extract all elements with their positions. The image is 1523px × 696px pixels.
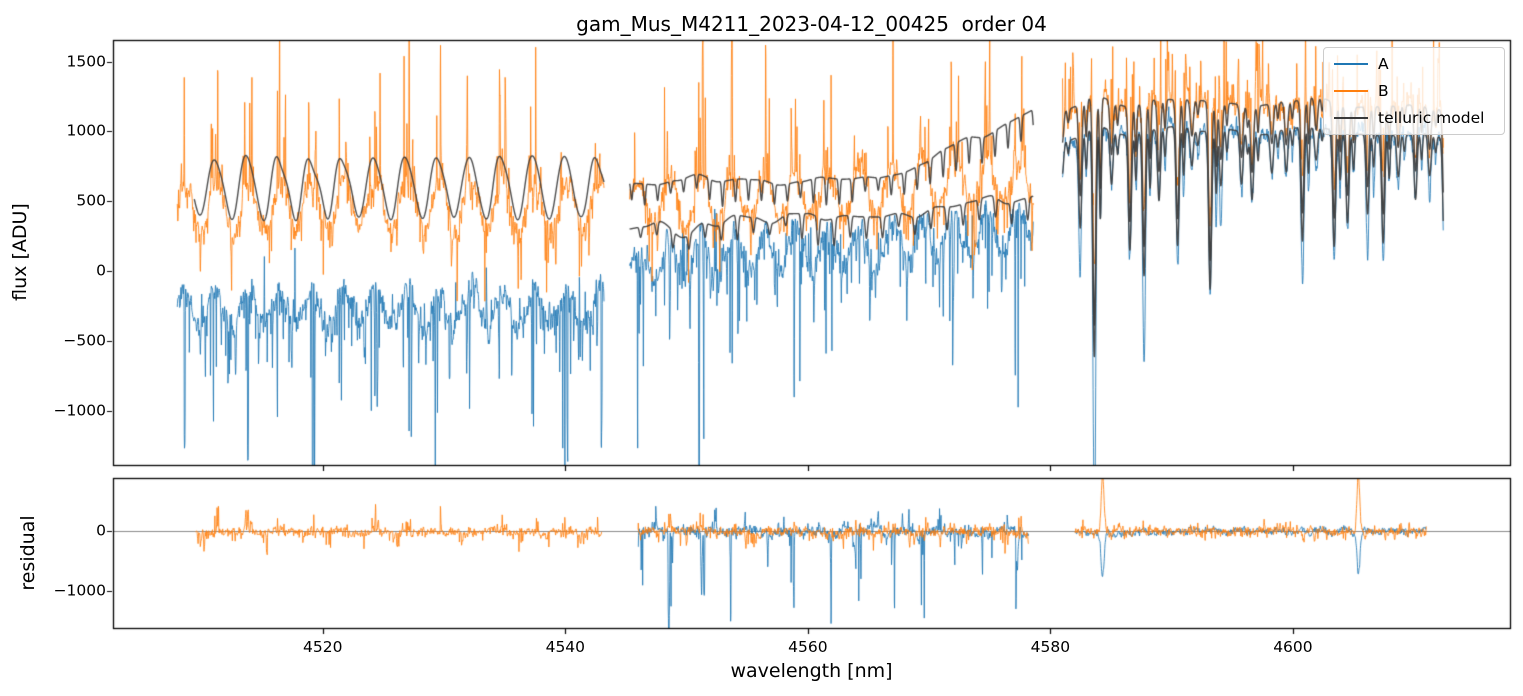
flux-y-tick-label: −500: [63, 331, 106, 350]
flux-axis-label: flux [ADU]: [9, 203, 31, 301]
x-tick-label: 4600: [1273, 638, 1313, 656]
legend-label-a: A: [1378, 55, 1389, 73]
flux-y-tick-label: −1000: [53, 400, 106, 419]
legend-line-a: [1334, 63, 1368, 65]
residual-y-tick-label: −1000: [53, 581, 106, 600]
x-tick-label: 4580: [1030, 638, 1071, 656]
x-tick-label: 4520: [303, 638, 343, 656]
x-axis-label: wavelength [nm]: [730, 660, 893, 682]
x-tick-label: 4540: [545, 638, 586, 656]
flux-y-tick-label: 0: [96, 261, 106, 280]
legend-item-telluric: telluric model: [1334, 109, 1494, 127]
legend-label-b: B: [1378, 82, 1389, 100]
legend-line-b: [1334, 90, 1368, 92]
residual-y-tick-label: 0: [96, 521, 106, 540]
flux-y-tick-label: 1500: [66, 51, 106, 70]
plot-title: gam_Mus_M4211_2023-04-12_00425 order 04: [576, 12, 1047, 36]
legend: A B telluric model: [1323, 47, 1505, 135]
legend-item-a: A: [1334, 55, 1494, 73]
flux-y-tick-label: 500: [76, 191, 106, 210]
legend-label-telluric: telluric model: [1378, 109, 1485, 127]
legend-item-b: B: [1334, 82, 1494, 100]
flux-y-tick-label: 1000: [66, 121, 106, 140]
legend-line-telluric: [1334, 117, 1368, 119]
x-tick-label: 4560: [788, 638, 828, 656]
